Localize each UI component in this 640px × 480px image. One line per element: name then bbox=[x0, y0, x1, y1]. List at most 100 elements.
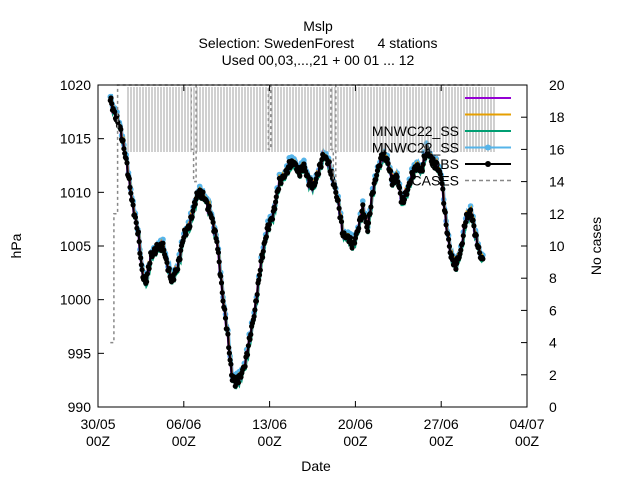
obs-point bbox=[171, 277, 177, 283]
series-point-3 bbox=[360, 198, 366, 204]
obs-point bbox=[118, 126, 124, 132]
obs-point bbox=[338, 219, 345, 225]
legend-marker-3 bbox=[485, 144, 491, 151]
x-tick-label-hour: 00Z bbox=[86, 433, 111, 449]
obs-point bbox=[349, 245, 355, 251]
obs-point bbox=[438, 176, 444, 182]
x-tick-label-date: 06/06 bbox=[166, 416, 201, 432]
obs-point bbox=[374, 172, 380, 178]
obs-point bbox=[420, 161, 426, 167]
obs-point bbox=[440, 186, 446, 192]
chart-subtitle-line-1: Selection: SwedenForest 4 stations bbox=[199, 35, 438, 51]
obs-point bbox=[144, 271, 150, 277]
obs-point bbox=[365, 220, 372, 226]
obs-point bbox=[164, 259, 170, 266]
legend-label-5: CASES bbox=[412, 173, 459, 189]
obs-point bbox=[387, 168, 394, 174]
obs-point bbox=[225, 331, 231, 337]
obs-point bbox=[244, 352, 251, 358]
obs-point bbox=[480, 256, 486, 262]
y-tick-label: 1015 bbox=[60, 131, 91, 147]
x-tick-label-hour: 00Z bbox=[258, 433, 283, 449]
obs-point bbox=[224, 326, 230, 332]
y2-tick-label: 14 bbox=[549, 174, 565, 190]
obs-point bbox=[248, 331, 254, 338]
obs-point bbox=[108, 95, 114, 101]
x-tick-label-date: 30/05 bbox=[80, 416, 115, 432]
obs-point bbox=[326, 159, 332, 165]
obs-point bbox=[370, 189, 376, 196]
obs-point bbox=[336, 205, 342, 211]
obs-point bbox=[477, 250, 483, 256]
obs-point bbox=[210, 219, 216, 225]
obs-point bbox=[307, 176, 314, 182]
y2-tick-label: 16 bbox=[549, 141, 565, 157]
y2-tick-label: 0 bbox=[549, 399, 557, 415]
obs-point bbox=[177, 256, 183, 262]
obs-point bbox=[135, 229, 141, 235]
obs-point bbox=[453, 266, 459, 272]
obs-point bbox=[335, 197, 341, 203]
obs-point bbox=[226, 350, 232, 356]
obs-point bbox=[130, 202, 136, 208]
obs-point bbox=[332, 184, 338, 190]
obs-point bbox=[297, 173, 303, 179]
obs-point bbox=[365, 228, 371, 234]
obs-point bbox=[222, 315, 229, 321]
obs-point bbox=[333, 189, 339, 195]
obs-point bbox=[454, 260, 460, 266]
x-tick-label-hour: 00Z bbox=[515, 433, 540, 449]
obs-point bbox=[204, 199, 210, 205]
obs-point bbox=[419, 168, 425, 174]
y2-tick-label: 20 bbox=[549, 77, 565, 93]
obs-point bbox=[302, 164, 308, 171]
obs-point bbox=[215, 249, 221, 256]
obs-point bbox=[364, 224, 370, 230]
chart-subtitle-line-2: Used 00,03,...,21 + 00 01 ... 12 bbox=[222, 52, 415, 68]
obs-point bbox=[245, 343, 251, 349]
obs-point bbox=[214, 239, 220, 245]
legend-label-3: MNWC22_SS bbox=[372, 140, 459, 156]
series-point-3 bbox=[301, 157, 307, 164]
obs-point bbox=[285, 170, 291, 176]
y-tick-label: 1010 bbox=[60, 184, 91, 200]
obs-point bbox=[220, 298, 226, 304]
y-axis-label: hPa bbox=[8, 233, 24, 258]
obs-point bbox=[256, 277, 262, 283]
x-tick-label-date: 13/06 bbox=[252, 416, 287, 432]
obs-point bbox=[459, 240, 465, 247]
y-tick-label: 995 bbox=[68, 345, 92, 361]
obs-point bbox=[212, 228, 218, 234]
legend-label-2: MNWC22_SS bbox=[372, 123, 459, 139]
obs-point bbox=[121, 146, 127, 152]
obs-point bbox=[410, 174, 416, 180]
obs-point bbox=[313, 176, 319, 182]
obs-point bbox=[352, 235, 358, 241]
obs-point bbox=[257, 267, 263, 273]
obs-point bbox=[219, 290, 225, 296]
obs-point bbox=[253, 298, 259, 304]
obs-point bbox=[127, 184, 133, 190]
obs-point bbox=[137, 250, 143, 256]
obs-point bbox=[139, 267, 145, 273]
obs-point bbox=[473, 232, 479, 238]
y-tick-label: 1005 bbox=[60, 238, 91, 254]
obs-point bbox=[138, 262, 144, 268]
obs-point bbox=[200, 189, 206, 195]
y2-tick-label: 2 bbox=[549, 367, 557, 383]
chart-title: Mslp bbox=[303, 18, 333, 34]
y-tick-label: 1020 bbox=[60, 77, 91, 93]
obs-point bbox=[446, 243, 452, 249]
obs-point bbox=[129, 198, 135, 204]
x-tick-label-date: 04/07 bbox=[509, 416, 544, 432]
obs-point bbox=[206, 203, 212, 209]
obs-point bbox=[189, 214, 195, 220]
obs-point bbox=[384, 156, 390, 162]
obs-point bbox=[385, 160, 391, 167]
obs-point bbox=[458, 247, 464, 253]
y2-axis-label: No cases bbox=[588, 217, 604, 275]
obs-point bbox=[235, 380, 242, 386]
obs-point bbox=[209, 215, 215, 222]
